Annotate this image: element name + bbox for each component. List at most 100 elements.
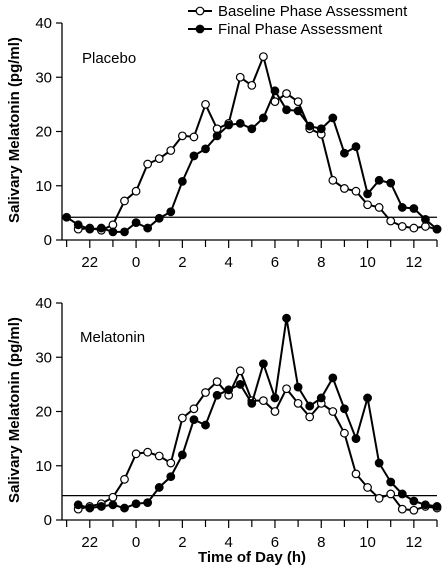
data-point-final-placebo xyxy=(120,227,129,237)
data-point-baseline-melatonin xyxy=(293,398,303,408)
data-point-baseline-placebo xyxy=(143,159,153,169)
x-tick-label-placebo: 2 xyxy=(178,254,186,271)
legend-marker-baseline xyxy=(195,6,205,16)
data-point-baseline-placebo xyxy=(177,131,187,141)
data-point-baseline-melatonin xyxy=(166,458,176,468)
data-point-baseline-melatonin xyxy=(177,413,187,423)
data-point-baseline-melatonin xyxy=(212,377,222,387)
data-point-final-placebo xyxy=(166,207,176,217)
data-point-final-melatonin xyxy=(316,393,326,403)
data-point-final-placebo xyxy=(374,175,384,185)
data-point-final-melatonin xyxy=(293,382,303,392)
x-tick-label-melatonin: 6 xyxy=(271,534,279,551)
legend-label-final: Final Phase Assessment xyxy=(218,21,383,38)
data-point-baseline-melatonin xyxy=(189,404,199,414)
y-tick-label-placebo: 30 xyxy=(35,69,52,86)
data-point-final-placebo xyxy=(409,204,419,213)
x-tick-label-melatonin: 4 xyxy=(224,534,232,551)
data-point-final-melatonin xyxy=(224,385,234,395)
data-point-final-melatonin xyxy=(270,393,280,403)
data-point-final-placebo xyxy=(421,214,430,224)
data-point-final-placebo xyxy=(258,113,268,123)
data-point-final-melatonin xyxy=(432,502,442,511)
data-point-baseline-placebo xyxy=(374,203,384,212)
data-point-baseline-placebo xyxy=(351,186,361,196)
data-point-final-melatonin xyxy=(409,496,419,506)
data-point-final-melatonin xyxy=(363,393,372,403)
data-point-final-placebo xyxy=(85,224,95,234)
data-point-final-melatonin xyxy=(305,401,315,411)
data-point-baseline-melatonin xyxy=(201,388,210,397)
data-point-final-melatonin xyxy=(212,390,222,400)
data-point-baseline-placebo xyxy=(340,184,349,193)
legend: Baseline Phase Assessment Final Phase As… xyxy=(188,3,408,38)
series-line-baseline-placebo xyxy=(78,55,438,232)
data-point-final-melatonin xyxy=(235,379,245,389)
legend-label-baseline: Baseline Phase Assessment xyxy=(218,3,408,20)
data-point-baseline-placebo xyxy=(154,154,164,164)
data-point-baseline-melatonin xyxy=(386,489,396,499)
x-axis-title: Time of Day (h) xyxy=(198,549,306,566)
data-point-final-placebo xyxy=(201,144,210,154)
data-point-final-placebo xyxy=(432,224,442,234)
data-point-final-placebo xyxy=(270,86,280,96)
x-tick-label-melatonin: 10 xyxy=(359,534,376,551)
data-point-baseline-melatonin xyxy=(305,412,315,422)
data-point-final-placebo xyxy=(189,151,199,161)
x-tick-label-melatonin: 2 xyxy=(178,534,186,551)
data-point-baseline-melatonin xyxy=(397,504,407,514)
data-point-baseline-placebo xyxy=(397,222,407,231)
data-point-final-placebo xyxy=(177,177,187,186)
data-point-baseline-melatonin xyxy=(282,384,291,394)
data-point-final-placebo xyxy=(316,124,326,134)
data-point-baseline-placebo xyxy=(258,52,268,62)
y-tick-label-placebo: 0 xyxy=(44,232,52,249)
y-axis-title-placebo: Salivary Melatonin (pg/ml) xyxy=(6,37,23,223)
data-point-final-placebo xyxy=(397,203,407,212)
data-point-final-melatonin xyxy=(340,404,349,414)
y-tick-label-placebo: 40 xyxy=(35,15,52,32)
data-point-baseline-placebo xyxy=(131,186,141,196)
data-point-final-melatonin xyxy=(154,483,164,492)
data-point-final-melatonin xyxy=(258,359,268,369)
data-point-baseline-placebo xyxy=(201,99,210,109)
data-point-baseline-melatonin xyxy=(363,483,372,492)
data-point-final-melatonin xyxy=(351,434,361,444)
data-point-baseline-melatonin xyxy=(120,474,129,484)
data-point-final-placebo xyxy=(305,121,315,131)
data-point-final-placebo xyxy=(340,148,349,158)
y-tick-label-melatonin: 20 xyxy=(35,404,52,421)
data-point-final-melatonin xyxy=(143,498,153,508)
data-point-final-melatonin xyxy=(421,500,430,510)
data-point-final-melatonin xyxy=(85,503,95,513)
data-point-baseline-placebo xyxy=(386,216,396,226)
x-tick-label-melatonin: 8 xyxy=(317,534,325,551)
data-point-baseline-placebo xyxy=(409,223,419,233)
y-tick-label-melatonin: 10 xyxy=(35,458,52,475)
x-tick-label-melatonin: 0 xyxy=(132,534,140,551)
data-point-baseline-melatonin xyxy=(328,407,338,416)
data-point-final-placebo xyxy=(247,124,257,134)
data-point-final-melatonin xyxy=(328,373,338,383)
data-point-baseline-melatonin xyxy=(235,366,245,376)
data-point-baseline-melatonin xyxy=(351,469,361,479)
x-tick-label-placebo: 22 xyxy=(81,254,98,271)
data-point-baseline-melatonin xyxy=(374,493,384,503)
data-point-final-placebo xyxy=(143,223,153,233)
x-tick-label-placebo: 4 xyxy=(224,254,232,271)
data-point-final-placebo xyxy=(293,106,303,116)
data-point-baseline-melatonin xyxy=(108,492,118,502)
data-point-final-melatonin xyxy=(247,398,257,408)
data-point-final-melatonin xyxy=(120,503,129,513)
data-point-final-placebo xyxy=(235,118,245,128)
data-point-final-melatonin xyxy=(166,472,176,482)
series-line-final-melatonin xyxy=(77,317,438,510)
data-point-baseline-melatonin xyxy=(154,451,164,461)
data-point-final-melatonin xyxy=(177,450,187,460)
data-point-final-placebo xyxy=(73,220,83,230)
data-point-baseline-placebo xyxy=(189,132,199,142)
placebo-panel: Salivary Melatonin (pg/ml) Placebo 01020… xyxy=(6,15,442,271)
data-point-final-placebo xyxy=(386,178,396,188)
y-tick-label-melatonin: 40 xyxy=(35,295,52,312)
